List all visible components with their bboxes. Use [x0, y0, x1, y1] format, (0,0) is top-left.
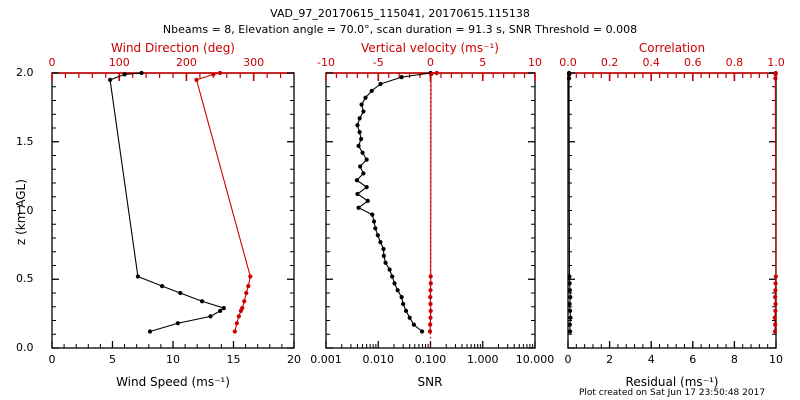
series-snr: [354, 70, 433, 334]
figure-subtitle: Nbeams = 8, Elevation angle = 70.0°, sca…: [162, 23, 638, 36]
series-vertical-velocity: [427, 70, 439, 334]
top-tick-snr--5: -5: [372, 56, 384, 69]
bottom-tick-residual-8: 8: [730, 353, 738, 366]
top-tick-snr-0: 0: [427, 56, 434, 69]
bottom-tick-snr-1.000: 1.000: [467, 353, 499, 366]
y-tick-0.0: 0.0: [16, 341, 34, 354]
panel-snr-top-axis-label: Vertical velocity (ms⁻¹): [361, 41, 499, 55]
bottom-tick-wind-15: 15: [226, 353, 241, 366]
bottom-tick-residual-0: 0: [564, 353, 572, 366]
panel-residual-bottom-axis-label: Residual (ms⁻¹): [625, 375, 719, 389]
panel-snr-bottom-axis-label: SNR: [417, 375, 443, 389]
series-wind-direction: [194, 70, 253, 334]
top-tick-snr-10: 10: [528, 56, 542, 69]
bottom-tick-residual-4: 4: [647, 353, 655, 366]
top-tick-wind-0: 0: [48, 56, 56, 69]
panel-wind-bottom-axis-label: Wind Speed (ms⁻¹): [116, 375, 230, 389]
top-tick-residual-0.4: 0.4: [642, 56, 660, 69]
series-correlation: [772, 70, 778, 334]
bottom-tick-residual-6: 6: [689, 353, 697, 366]
top-tick-residual-0.0: 0.0: [559, 56, 577, 69]
bottom-tick-snr-0.010: 0.010: [362, 353, 395, 366]
y-tick-1.0: 1.0: [16, 203, 34, 217]
top-tick-residual-0.2: 0.2: [600, 56, 619, 69]
panel-residual-top-axis-label: Correlation: [638, 41, 706, 55]
series-wind-speed: [107, 70, 226, 334]
bottom-tick-wind-10: 10: [166, 353, 180, 366]
bottom-tick-snr-10.000: 10.000: [515, 353, 555, 366]
bottom-tick-wind-20: 20: [287, 353, 301, 366]
top-tick-residual-1.0: 1.0: [767, 56, 785, 69]
bottom-tick-wind-0: 0: [48, 353, 56, 366]
plot-created-footer: Plot created on Sat Jun 17 23:50:48 2017: [578, 388, 766, 398]
top-tick-residual-0.8: 0.8: [725, 56, 744, 69]
top-tick-residual-0.6: 0.6: [684, 56, 702, 69]
series-residual: [566, 70, 573, 334]
panel-wind-top-axis-label: Wind Direction (deg): [111, 41, 235, 55]
y-tick-0.5: 0.5: [16, 272, 34, 286]
figure-title: VAD_97_20170615_115041, 20170615.115138: [270, 7, 530, 20]
top-tick-wind-200: 200: [175, 56, 197, 69]
bottom-tick-residual-10: 10: [769, 353, 783, 366]
top-tick-snr-5: 5: [479, 56, 487, 69]
top-tick-wind-100: 100: [108, 56, 130, 69]
bottom-tick-snr-0.100: 0.100: [414, 353, 447, 366]
bottom-tick-snr-0.001: 0.001: [310, 353, 342, 366]
top-tick-snr--10: -10: [317, 56, 335, 69]
y-tick-1.5: 1.5: [16, 134, 34, 148]
y-tick-2.0: 2.0: [16, 66, 34, 79]
bottom-tick-residual-2: 2: [606, 353, 614, 366]
top-tick-wind-300: 300: [243, 56, 265, 69]
bottom-tick-wind-5: 5: [109, 353, 116, 366]
